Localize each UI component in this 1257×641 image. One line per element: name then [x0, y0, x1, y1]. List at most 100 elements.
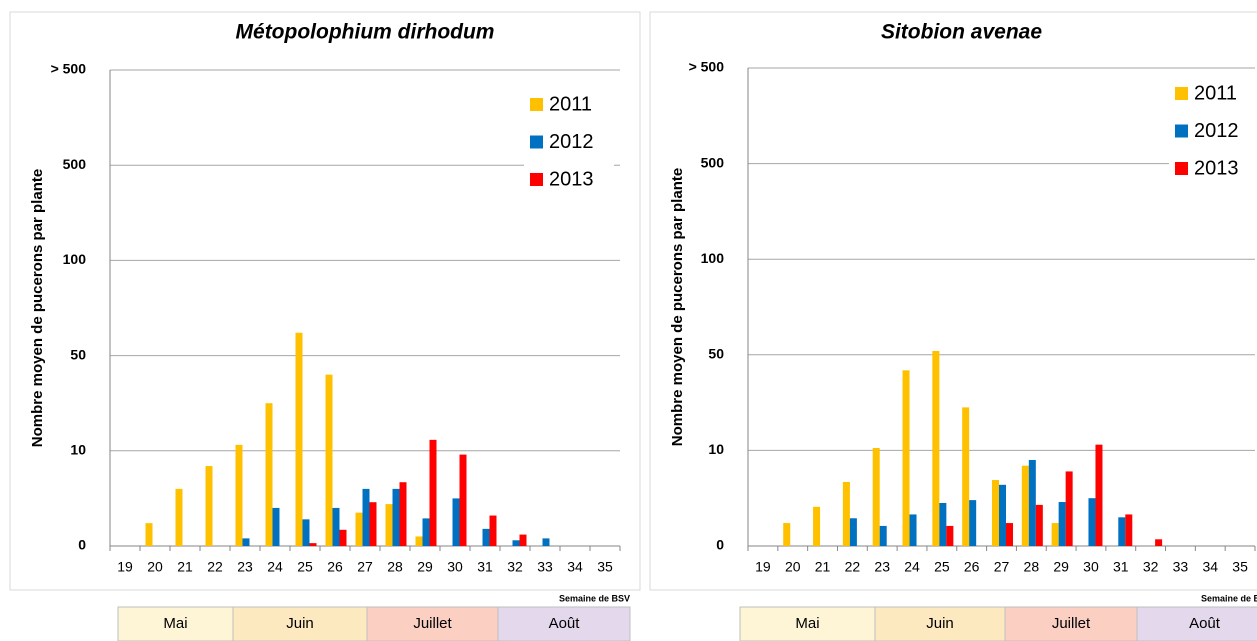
x-tick-label: 26	[327, 559, 343, 575]
bar	[932, 350, 940, 546]
bar	[849, 518, 857, 546]
bar	[459, 454, 467, 546]
y-tick-label: 50	[708, 346, 724, 362]
bar	[355, 512, 363, 546]
legend-swatch	[530, 98, 543, 111]
x-tick-label: 23	[874, 559, 890, 575]
legend-swatch	[1175, 87, 1188, 100]
bar	[422, 518, 430, 546]
bar	[1035, 504, 1043, 546]
bar	[969, 500, 977, 546]
x-tick-label: 25	[934, 559, 950, 575]
bar	[939, 502, 947, 546]
bar	[242, 538, 250, 546]
bar	[309, 543, 317, 546]
x-tick-label: 34	[567, 559, 583, 575]
bar	[205, 466, 213, 546]
x-tick-label: 21	[815, 559, 831, 575]
x-tick-label: 29	[417, 559, 433, 575]
bar	[1155, 539, 1163, 546]
x-axis-label: Semaine de BSV	[559, 593, 630, 603]
bar	[813, 506, 821, 546]
bar	[879, 525, 887, 546]
bar	[1065, 471, 1073, 546]
bar	[339, 529, 347, 546]
bar	[1051, 523, 1059, 546]
bar	[429, 439, 437, 546]
bar	[175, 488, 183, 546]
month-label: Mai	[795, 615, 819, 632]
bar	[1006, 523, 1013, 546]
bar	[362, 488, 370, 546]
x-tick-label: 21	[177, 559, 193, 575]
x-tick-label: 35	[597, 559, 613, 575]
chart-title: Sitobion avenae	[881, 21, 1042, 44]
month-cell	[232, 606, 368, 641]
x-tick-label: 28	[387, 559, 403, 575]
bar	[489, 515, 497, 546]
bar	[415, 536, 423, 546]
month-cell	[874, 606, 1006, 641]
bar	[872, 448, 880, 546]
x-tick-label: 30	[447, 559, 463, 575]
chart-frame	[649, 11, 1257, 591]
y-tick-label: > 500	[51, 61, 87, 77]
bar	[1118, 517, 1126, 546]
bar	[962, 407, 970, 546]
legend-label: 2012	[1194, 120, 1239, 142]
legend-swatch	[530, 173, 543, 186]
bar	[452, 498, 460, 546]
bar	[1095, 444, 1103, 546]
bar	[265, 403, 273, 546]
legend-label: 2013	[549, 168, 594, 190]
y-tick-label: 10	[70, 442, 86, 458]
y-tick-label: 500	[701, 154, 725, 170]
x-tick-label: 33	[1173, 559, 1189, 575]
legend-label: 2013	[1194, 157, 1239, 179]
y-axis-label: Nombre moyen de pucerons par plante	[669, 168, 686, 446]
legend-swatch	[1175, 162, 1188, 175]
bar	[842, 481, 850, 546]
y-tick-label: 100	[701, 250, 725, 266]
bar	[1058, 502, 1066, 546]
x-tick-label: 35	[1232, 559, 1248, 575]
legend-label: 2011	[1194, 82, 1237, 104]
y-tick-label: 500	[63, 156, 87, 172]
month-label: Août	[549, 615, 581, 632]
month-cell	[117, 606, 234, 641]
bar	[332, 507, 340, 546]
y-tick-label: 0	[78, 537, 86, 553]
month-label: Juillet	[1052, 615, 1091, 632]
bar	[1021, 465, 1029, 546]
bar	[902, 370, 910, 546]
x-tick-label: 29	[1053, 559, 1069, 575]
bar	[1028, 459, 1036, 546]
bar	[482, 528, 490, 546]
month-cell	[366, 606, 499, 641]
x-tick-label: 24	[267, 559, 283, 575]
bar	[999, 484, 1006, 546]
chart-title: Métopolophium dirhodum	[236, 21, 495, 44]
bar	[272, 507, 280, 546]
month-label: Juillet	[413, 615, 452, 632]
bar	[235, 444, 243, 546]
bar	[145, 523, 153, 546]
bar	[325, 374, 333, 546]
bar	[385, 504, 393, 546]
month-label: Août	[1189, 615, 1221, 632]
x-tick-label: 30	[1083, 559, 1099, 575]
x-tick-label: 28	[1024, 559, 1040, 575]
bar	[295, 332, 303, 546]
month-label: Mai	[163, 615, 187, 632]
bar	[783, 523, 791, 546]
bar	[946, 525, 954, 546]
month-label: Juin	[286, 615, 314, 632]
y-axis-label: Nombre moyen de pucerons par plante	[29, 169, 46, 447]
legend-swatch	[1175, 124, 1188, 138]
x-tick-label: 19	[117, 559, 133, 575]
x-tick-label: 33	[537, 559, 553, 575]
x-axis-label: Semaine de BSV	[1201, 593, 1257, 603]
x-tick-label: 24	[904, 559, 920, 575]
